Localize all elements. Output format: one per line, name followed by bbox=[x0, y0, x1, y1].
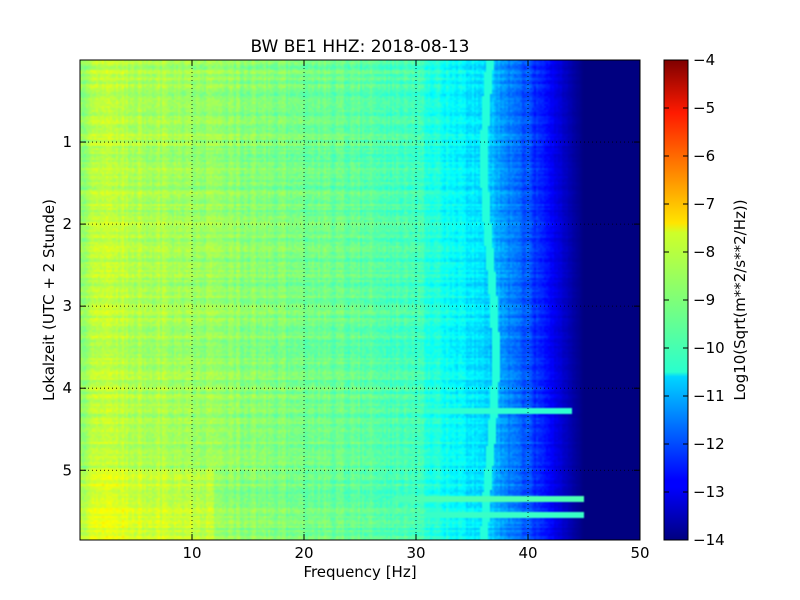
colorbar-tick-label: −5 bbox=[693, 99, 715, 117]
colorbar-tick-label: −10 bbox=[693, 339, 725, 357]
grid-lines bbox=[80, 60, 640, 540]
colorbar-tick-label: −12 bbox=[693, 435, 725, 453]
colorbar-tick-label: −4 bbox=[693, 51, 715, 69]
colorbar-ticks: −4 −5 −6 −7 −8 −9 −10 −11 −12 −13 −14 bbox=[664, 51, 725, 549]
x-axis: 10 20 30 40 50 bbox=[182, 60, 650, 562]
x-axis-label: Frequency [Hz] bbox=[303, 563, 416, 581]
spectrogram-heatmap bbox=[80, 60, 640, 540]
colorbar-tick-label: −11 bbox=[693, 387, 725, 405]
y-tick-label: 1 bbox=[62, 133, 72, 151]
colorbar-tick-label: −14 bbox=[693, 531, 725, 549]
y-tick-label: 2 bbox=[62, 215, 72, 233]
plot-frame bbox=[79, 59, 641, 541]
y-tick-label: 3 bbox=[62, 297, 72, 315]
x-tick-label: 30 bbox=[406, 544, 425, 562]
spectrogram-plot: 10 20 30 40 50 1 2 3 4 5 bbox=[62, 59, 650, 562]
y-axis-label: Lokalzeit (UTC + 2 Stunde) bbox=[40, 199, 58, 401]
chart-title: BW BE1 HHZ: 2018-08-13 bbox=[250, 37, 469, 57]
colorbar-tick-label: −13 bbox=[693, 483, 725, 501]
x-tick-label: 40 bbox=[518, 544, 537, 562]
x-tick-label: 50 bbox=[630, 544, 649, 562]
colorbar-tick-label: −9 bbox=[693, 291, 715, 309]
colorbar-tick-label: −6 bbox=[693, 147, 715, 165]
colorbar: −4 −5 −6 −7 −8 −9 −10 −11 −12 −13 −14 Log10(Sqrt(m… bbox=[663, 51, 749, 549]
x-tick-label: 10 bbox=[182, 544, 201, 562]
x-tick-label: 20 bbox=[294, 544, 313, 562]
y-tick-label: 5 bbox=[62, 461, 72, 479]
colorbar-label: Log10(Sqrt(m**2/s**2/Hz)) bbox=[731, 199, 749, 400]
colorbar-tick-label: −7 bbox=[693, 195, 715, 213]
y-tick-label: 4 bbox=[62, 379, 72, 397]
colorbar-tick-label: −8 bbox=[693, 243, 715, 261]
y-axis: 1 2 3 4 5 bbox=[62, 133, 640, 479]
